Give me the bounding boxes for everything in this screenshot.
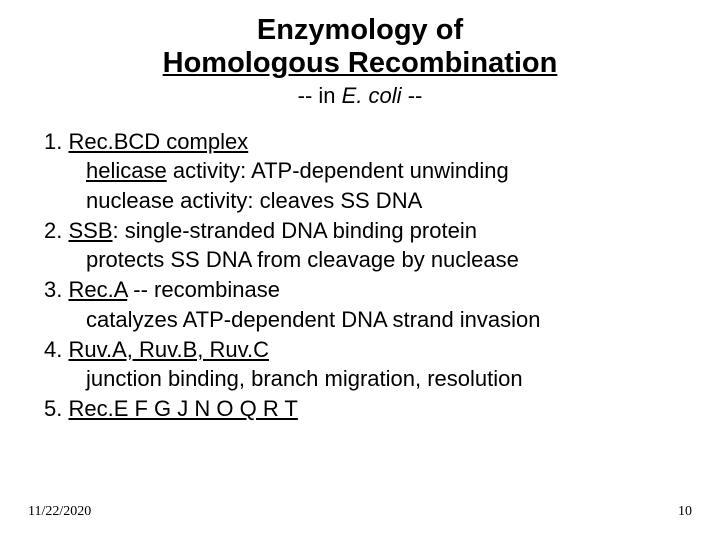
- item-head-underline: Ruv.A, Ruv.B, Ruv.C: [68, 337, 269, 362]
- sub-prefix: junction binding, branch migration, reso…: [86, 366, 523, 391]
- title-line-1: Enzymology of: [0, 14, 720, 47]
- item-subline: protects SS DNA from cleavage by nucleas…: [44, 245, 688, 275]
- sub-prefix: catalyzes ATP-dependent DNA strand invas…: [86, 307, 541, 332]
- item-subline: catalyzes ATP-dependent DNA strand invas…: [44, 305, 688, 335]
- sub-underline: helicase: [86, 158, 167, 183]
- subtitle: -- in E. coli --: [0, 83, 720, 109]
- item-head-underline: SSB: [68, 218, 112, 243]
- list-item: 4. Ruv.A, Ruv.B, Ruv.C: [44, 335, 688, 365]
- item-number: 1.: [44, 129, 68, 154]
- subtitle-italic: E. coli: [342, 83, 402, 108]
- item-number: 2.: [44, 218, 68, 243]
- slide: Enzymology of Homologous Recombination -…: [0, 0, 720, 540]
- title-line-2: Homologous Recombination: [0, 47, 720, 80]
- sub-suffix: activity: ATP-dependent unwinding: [167, 158, 509, 183]
- list-item: 3. Rec.A -- recombinase: [44, 275, 688, 305]
- item-head-underline: Rec.BCD complex: [68, 129, 248, 154]
- item-subline: nuclease activity: cleaves SS DNA: [44, 186, 688, 216]
- list-item: 1. Rec.BCD complex: [44, 127, 688, 157]
- item-number: 3.: [44, 277, 68, 302]
- list-item: 2. SSB: single-stranded DNA binding prot…: [44, 216, 688, 246]
- item-number: 5.: [44, 396, 68, 421]
- item-subline: helicase activity: ATP-dependent unwindi…: [44, 156, 688, 186]
- item-subline: junction binding, branch migration, reso…: [44, 364, 688, 394]
- item-head-suffix: : single-stranded DNA binding protein: [113, 218, 477, 243]
- footer-date: 11/22/2020: [28, 504, 91, 520]
- item-head-underline: Rec.E F G J N O Q R T: [68, 396, 297, 421]
- title-block: Enzymology of Homologous Recombination -…: [0, 0, 720, 109]
- subtitle-suffix: --: [402, 83, 423, 108]
- list-item: 5. Rec.E F G J N O Q R T: [44, 394, 688, 424]
- item-number: 4.: [44, 337, 68, 362]
- content-list: 1. Rec.BCD complex helicase activity: AT…: [0, 109, 720, 424]
- sub-prefix: protects SS DNA from cleavage by nucleas…: [86, 247, 519, 272]
- item-head-suffix: -- recombinase: [127, 277, 280, 302]
- footer-page-number: 10: [678, 504, 692, 520]
- subtitle-prefix: -- in: [298, 83, 342, 108]
- item-head-underline: Rec.A: [68, 277, 127, 302]
